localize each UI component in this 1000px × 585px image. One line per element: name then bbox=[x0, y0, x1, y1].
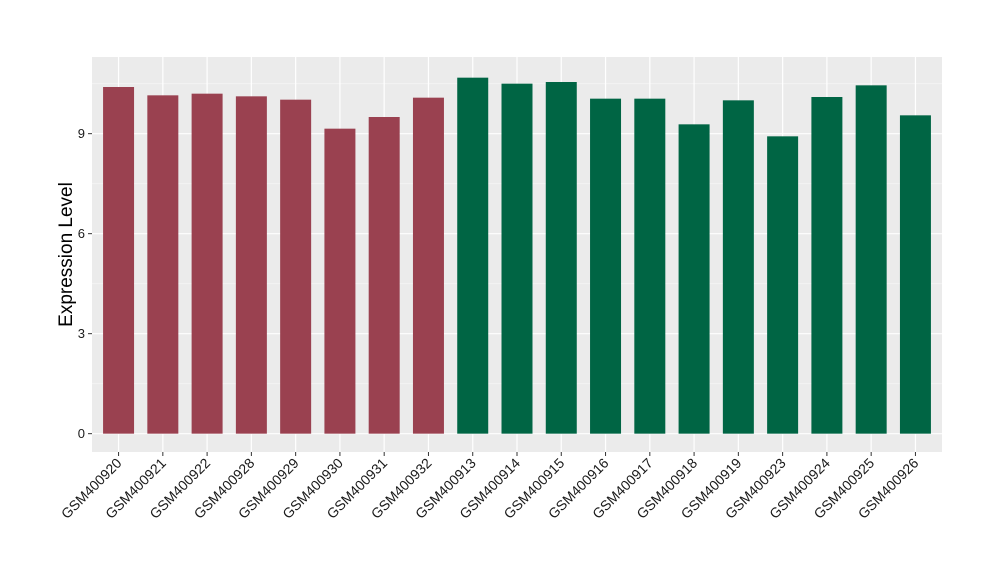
y-axis-title: Expression Level bbox=[56, 182, 77, 327]
y-tick-label: 6 bbox=[78, 226, 85, 241]
y-tick-label: 0 bbox=[78, 426, 85, 441]
y-axis: 0 3 6 9 bbox=[78, 126, 92, 441]
bar bbox=[324, 128, 356, 434]
bar bbox=[899, 115, 931, 434]
bar bbox=[545, 82, 577, 434]
bar bbox=[590, 98, 622, 434]
bar bbox=[811, 97, 843, 434]
bar bbox=[722, 100, 754, 434]
bar bbox=[368, 117, 400, 434]
bar bbox=[457, 77, 489, 434]
bar bbox=[634, 98, 666, 434]
bar bbox=[412, 97, 444, 434]
bar bbox=[235, 96, 267, 434]
y-tick-label: 3 bbox=[78, 326, 85, 341]
bar bbox=[147, 95, 179, 434]
bar bbox=[501, 83, 533, 434]
bars bbox=[103, 77, 931, 434]
bar bbox=[855, 85, 887, 434]
bar bbox=[678, 124, 710, 434]
x-axis: GSM400920GSM400921GSM400922GSM400928GSM4… bbox=[58, 452, 922, 522]
y-tick-label: 9 bbox=[78, 126, 85, 141]
bar bbox=[103, 87, 135, 434]
bar bbox=[191, 93, 223, 434]
bar bbox=[767, 136, 799, 434]
bar bbox=[280, 99, 312, 434]
